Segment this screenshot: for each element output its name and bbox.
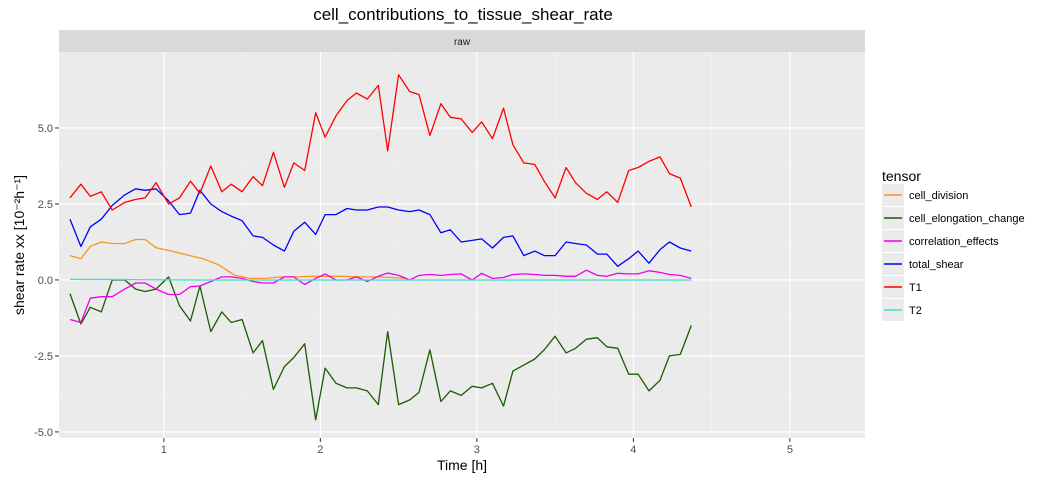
y-tick-label: -5.0 bbox=[34, 427, 53, 439]
x-tick-label: 5 bbox=[787, 444, 793, 456]
x-tick-label: 1 bbox=[161, 444, 167, 456]
y-axis-ticks: -5.0 -2.5 0.0 2.5 5.0 bbox=[34, 123, 59, 439]
facet-label: raw bbox=[454, 37, 471, 48]
series-lines bbox=[69, 74, 692, 421]
x-axis-ticks: 1 2 3 4 5 bbox=[161, 438, 793, 456]
series-line-total-shear bbox=[69, 188, 692, 267]
legend-label: T1 bbox=[909, 282, 922, 294]
plot-panel bbox=[59, 52, 865, 438]
series-line-cell-elongation-change bbox=[69, 276, 692, 421]
legend-label: total_shear bbox=[909, 259, 964, 271]
x-axis-title: Time [h] bbox=[437, 457, 487, 473]
y-tick-label: 5.0 bbox=[38, 123, 53, 135]
legend-label: T2 bbox=[909, 305, 922, 317]
x-tick-label: 2 bbox=[317, 444, 323, 456]
series-line-T2 bbox=[69, 278, 692, 281]
y-tick-label: 0.0 bbox=[38, 275, 53, 287]
legend-label: correlation_effects bbox=[909, 236, 999, 248]
legend-label: cell_division bbox=[909, 190, 968, 202]
x-tick-label: 4 bbox=[630, 444, 636, 456]
legend-title: tensor bbox=[882, 168, 921, 184]
series-line-correlation-effects bbox=[69, 269, 692, 324]
legend-label: cell_elongation_change bbox=[909, 213, 1025, 225]
x-tick-label: 3 bbox=[474, 444, 480, 456]
series-line-T1 bbox=[69, 74, 692, 211]
facet-strip bbox=[59, 30, 865, 52]
y-tick-label: 2.5 bbox=[38, 199, 53, 211]
chart-title: cell_contributions_to_tissue_shear_rate bbox=[313, 5, 613, 24]
legend: tensor cell_division cell_elongation_chan… bbox=[882, 168, 1025, 321]
grid-major bbox=[59, 52, 865, 438]
series-line-cell-division bbox=[69, 238, 407, 280]
y-tick-label: -2.5 bbox=[34, 351, 53, 363]
y-axis-title: shear rate xx [10⁻²h⁻¹] bbox=[11, 175, 27, 315]
